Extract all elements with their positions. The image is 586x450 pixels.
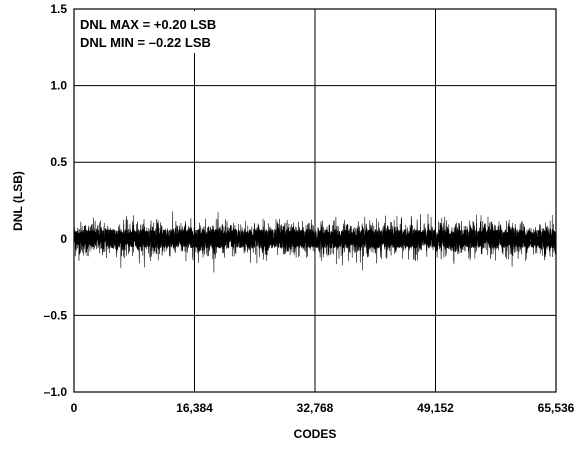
y-tick-labels: –1.0 –0.5 0 0.5 1.0 1.5 bbox=[44, 2, 68, 399]
x-axis-label: CODES bbox=[294, 427, 337, 441]
plot-border bbox=[73, 8, 557, 393]
annotation-dnl-min: DNL MIN = –0.22 LSB bbox=[80, 35, 211, 50]
y-tick-label: 0.5 bbox=[50, 155, 67, 169]
annotation-box bbox=[76, 11, 244, 53]
x-tick-label: 65,536 bbox=[538, 401, 575, 415]
dnl-series-core bbox=[73, 228, 557, 249]
y-tick-label: –0.5 bbox=[44, 308, 68, 322]
y-tick-label: 0 bbox=[60, 232, 67, 246]
y-tick-label: –1.0 bbox=[44, 385, 68, 399]
x-tick-label: 0 bbox=[71, 401, 78, 415]
y-tick-label: 1.0 bbox=[50, 79, 67, 93]
annotation-dnl-max: DNL MAX = +0.20 LSB bbox=[80, 17, 216, 32]
dnl-trace bbox=[73, 211, 557, 273]
x-tick-label: 16,384 bbox=[176, 401, 213, 415]
plot-frame bbox=[73, 8, 557, 393]
y-axis-label: DNL (LSB) bbox=[11, 171, 25, 231]
x-tick-label: 32,768 bbox=[297, 401, 334, 415]
y-tick-label: 1.5 bbox=[50, 2, 67, 16]
x-tick-label: 49,152 bbox=[417, 401, 454, 415]
x-tick-labels: 0 16,384 32,768 49,152 65,536 bbox=[71, 401, 575, 415]
